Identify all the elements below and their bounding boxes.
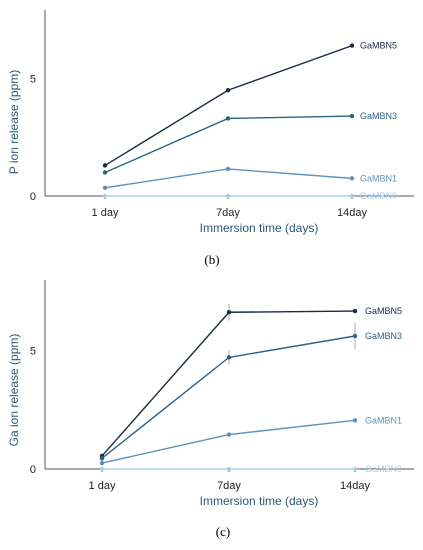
series-label-gambn5: GaMBN5 <box>360 41 397 51</box>
x-tick-label: 14day <box>337 207 367 219</box>
x-tick-label: 1 day <box>92 207 119 219</box>
x-tick-label: 7day <box>217 480 241 492</box>
data-point-gambn0 <box>352 466 358 472</box>
data-point-gambn0 <box>102 193 108 199</box>
y-tick-label: 0 <box>30 464 36 476</box>
data-point-gambn1 <box>99 460 105 466</box>
chart-panel-p-ion-release: 0 5 1 day 7day 14day GaMBN5 GaMBN3 GaMBN1 GaMBN0… <box>7 10 414 267</box>
data-point-gambn5 <box>102 163 108 168</box>
data-point-gambn3 <box>226 355 232 360</box>
series-label-gambn1: GaMBN1 <box>365 415 402 425</box>
series-label-gambn5: GaMBN5 <box>365 306 402 316</box>
panel-label: (c) <box>216 524 230 539</box>
x-axis-label: Immersion time (days) <box>200 221 319 235</box>
series-label-gambn3: GaMBN3 <box>365 331 402 341</box>
y-tick-label: 0 <box>30 191 36 203</box>
data-point-gambn1 <box>349 176 355 181</box>
data-point-gambn1 <box>352 418 358 423</box>
data-point-gambn0 <box>225 193 231 199</box>
panel-label: (b) <box>204 252 219 267</box>
data-point-gambn0 <box>226 466 232 472</box>
data-point-gambn5 <box>349 43 355 48</box>
x-tick-label: 14day <box>340 480 370 492</box>
series-label-gambn0: GaMBN0 <box>365 464 402 474</box>
series-label-gambn1: GaMBN1 <box>360 173 397 183</box>
data-point-gambn5 <box>226 310 232 315</box>
data-point-gambn3 <box>225 116 231 121</box>
x-tick-label: 1 day <box>89 480 116 492</box>
y-tick-label: 5 <box>30 345 36 357</box>
y-axis-label: Ga ion release (ppm) <box>7 334 21 447</box>
data-point-gambn1 <box>226 432 232 437</box>
y-tick-label: 5 <box>30 74 36 86</box>
data-point-gambn1 <box>102 185 108 190</box>
data-point-gambn3 <box>102 170 108 175</box>
x-axis-label: Immersion time (days) <box>200 494 319 508</box>
series-label-gambn0: GaMBN0 <box>360 191 397 201</box>
data-point-gambn5 <box>225 88 231 93</box>
data-point-gambn3 <box>349 113 355 119</box>
x-tick-label: 7day <box>216 207 240 219</box>
y-axis-label: P ion release (ppm) <box>7 70 21 175</box>
data-point-gambn0 <box>349 193 355 199</box>
data-point-gambn0 <box>99 466 105 472</box>
data-point-gambn3 <box>352 333 358 339</box>
series-label-gambn3: GaMBN3 <box>360 111 397 121</box>
data-point-gambn5 <box>352 308 358 314</box>
data-point-gambn1 <box>225 166 231 172</box>
data-point-gambn3 <box>99 456 105 461</box>
chart-panel-ga-ion-release: 0 5 1 day 7day 14day GaMBN5 GaMBN3 GaMBN1 GaMBN0… <box>7 280 414 539</box>
